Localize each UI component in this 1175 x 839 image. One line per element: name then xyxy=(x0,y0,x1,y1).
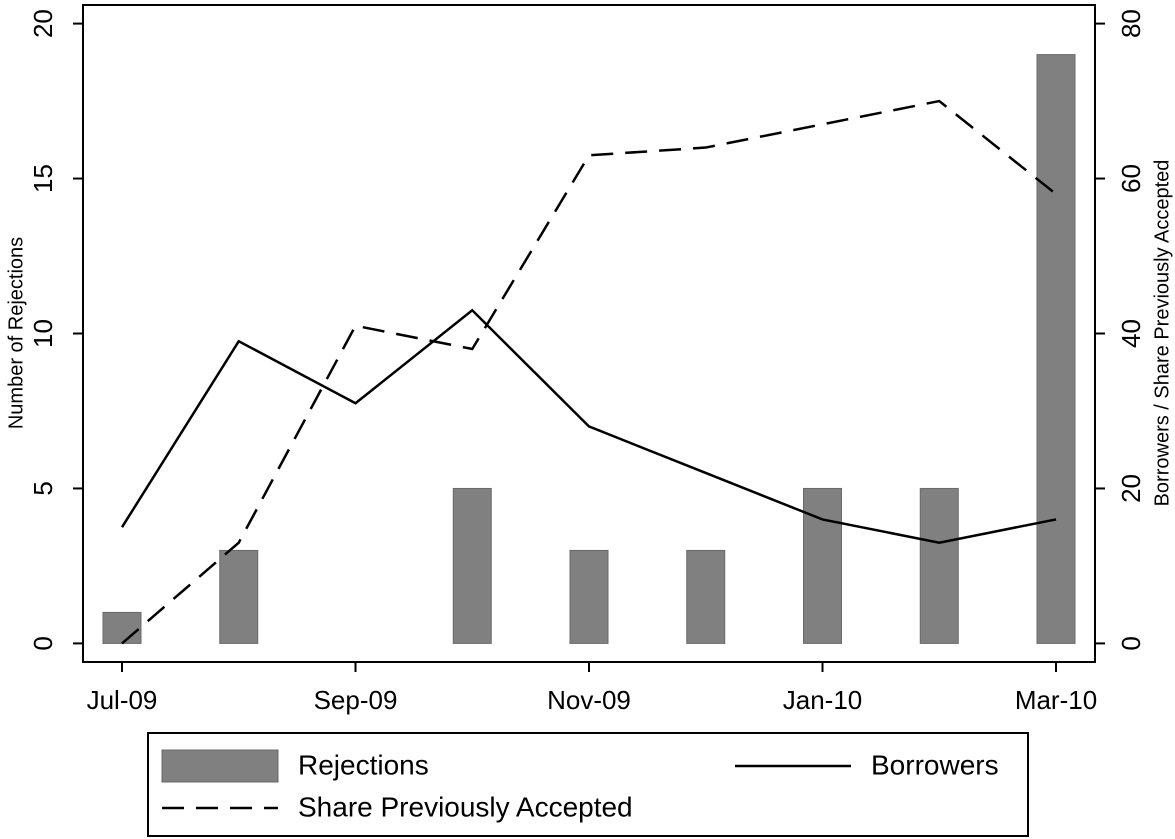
y-tick-label: 15 xyxy=(28,164,58,193)
y2-tick-label: 80 xyxy=(1116,9,1146,38)
y2-tick-label: 20 xyxy=(1116,474,1146,503)
y2-tick-label: 40 xyxy=(1116,319,1146,348)
bar xyxy=(102,611,142,644)
legend-box xyxy=(147,732,1029,837)
y-axis-title: Number of Rejections xyxy=(5,237,27,429)
x-tick-label: Jul-09 xyxy=(87,685,158,715)
x-tick-label: Jan-10 xyxy=(783,685,863,715)
y-tick-label: 10 xyxy=(28,319,58,348)
legend-label: Borrowers xyxy=(871,749,999,780)
x-tick-label: Nov-09 xyxy=(547,685,631,715)
y-tick-label: 0 xyxy=(28,636,58,650)
bar xyxy=(452,487,492,644)
legend-label: Rejections xyxy=(298,749,429,780)
bar xyxy=(1036,54,1076,644)
bar xyxy=(919,487,959,644)
legend-swatch xyxy=(161,749,279,783)
y-tick-label: 5 xyxy=(28,481,58,495)
line-series xyxy=(121,99,1057,645)
x-tick-label: Sep-09 xyxy=(314,685,398,715)
legend-label: Share Previously Accepted xyxy=(298,791,633,822)
y2-axis-title: Borrowers / Share Previously Accepted xyxy=(1151,160,1173,507)
bar xyxy=(219,549,259,644)
y2-tick-label: 60 xyxy=(1116,164,1146,193)
line-series xyxy=(120,308,1057,544)
x-tick-label: Mar-10 xyxy=(1015,685,1097,715)
y2-tick-label: 0 xyxy=(1116,636,1146,650)
bar xyxy=(569,549,609,644)
bar xyxy=(686,549,726,644)
y-tick-label: 20 xyxy=(28,9,58,38)
bar xyxy=(803,487,842,644)
